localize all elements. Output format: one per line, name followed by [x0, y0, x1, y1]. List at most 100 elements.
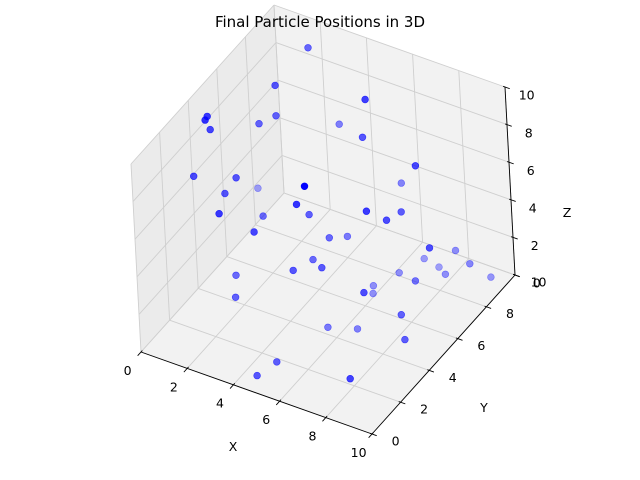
grid-line-z-left — [134, 79, 279, 240]
grid-line-z-left — [136, 117, 281, 278]
data-point — [253, 371, 261, 380]
data-point — [255, 119, 263, 128]
grid-line-y-floor — [169, 319, 401, 403]
z-axis-label: Z — [563, 205, 572, 220]
z-tick-label: 4 — [529, 200, 537, 215]
grid-line-z-back — [273, 4, 506, 88]
grid-line-z-back — [277, 79, 510, 163]
axis-panes — [131, 5, 515, 434]
data-point — [358, 133, 367, 142]
x-tick-mark — [137, 350, 143, 357]
data-point — [232, 271, 240, 279]
back-pane — [274, 5, 515, 275]
z-tick-mark — [504, 123, 512, 127]
z-tick-label: 2 — [531, 238, 539, 253]
data-point — [435, 263, 443, 271]
grid-line-y-floor — [226, 256, 458, 340]
data-point — [250, 228, 258, 236]
grid-line-y-floor — [198, 287, 430, 371]
data-point — [325, 234, 333, 242]
data-point — [397, 208, 405, 216]
data-point — [300, 182, 309, 191]
grid-line-x-floor — [233, 225, 377, 386]
grid-line-z-left — [130, 4, 275, 165]
grid-line-x-back — [458, 70, 470, 259]
data-point — [343, 232, 352, 241]
x-tick-mark — [368, 432, 374, 439]
data-point — [382, 216, 391, 224]
z-tick-mark — [508, 198, 516, 202]
grid-line-y-left — [159, 132, 171, 321]
data-point — [201, 116, 209, 124]
z-axis-line — [504, 86, 516, 276]
y-tick-label: 4 — [449, 370, 457, 385]
x-tick-mark — [229, 383, 236, 389]
z-tick-mark — [506, 161, 514, 165]
data-point — [232, 174, 240, 182]
data-point — [305, 210, 313, 219]
y-tick-label: 0 — [392, 433, 400, 448]
data-point — [451, 246, 460, 255]
y-tick-mark — [455, 337, 463, 341]
data-point — [401, 335, 409, 344]
x-tick-label: 2 — [170, 379, 178, 394]
x-tick-label: 10 — [351, 445, 367, 460]
z-tick-mark — [512, 273, 520, 278]
grid-lines — [130, 4, 516, 435]
data-point — [292, 200, 301, 209]
data-point — [271, 81, 279, 90]
z-tick-label: 8 — [525, 125, 533, 140]
data-point — [411, 277, 420, 285]
data-point — [272, 112, 280, 120]
data-point — [346, 375, 354, 383]
grid-line-y-floor — [255, 224, 487, 308]
x-tick-mark — [275, 399, 282, 406]
data-point — [273, 358, 281, 366]
grid-line-y-left — [216, 68, 228, 257]
grid-line-z-back — [279, 117, 512, 201]
data-point — [395, 269, 403, 277]
grid-line-x-back — [319, 21, 331, 210]
data-point — [466, 260, 474, 268]
grid-line-z-left — [140, 192, 285, 353]
grid-line-y-left — [187, 100, 199, 289]
floor-pane — [141, 193, 515, 434]
grid-line-z-left — [138, 155, 283, 315]
y-axis-line — [371, 274, 516, 435]
y-axis-label: Y — [479, 400, 488, 415]
x-tick-label: 0 — [124, 363, 132, 378]
y-tick-mark — [369, 432, 377, 437]
grid-line-y-left — [273, 4, 285, 194]
data-point — [353, 325, 362, 333]
z-tick-label: 10 — [519, 88, 535, 103]
data-point — [324, 323, 332, 331]
grid-line-z-back — [281, 154, 514, 238]
x-tick-label: 6 — [262, 412, 270, 427]
data-point — [231, 293, 240, 301]
data-point — [411, 162, 420, 170]
data-point — [441, 270, 450, 278]
data-point — [425, 244, 434, 252]
tick-marks — [137, 85, 520, 439]
grid-line-z-back — [283, 192, 516, 276]
data-point — [360, 288, 368, 297]
data-point — [206, 125, 214, 134]
data-point — [289, 266, 297, 275]
x-tick-label: 4 — [216, 396, 224, 411]
y-tick-label: 6 — [477, 338, 485, 353]
data-point — [215, 210, 223, 218]
data-point — [190, 172, 198, 181]
x-tick-label: 8 — [308, 428, 316, 443]
y-tick-mark — [398, 401, 406, 405]
z-tick-mark — [502, 85, 510, 90]
data-point — [309, 255, 317, 264]
data-point — [335, 120, 343, 128]
chart-title: Final Particle Positions in 3D — [215, 13, 425, 31]
y-tick-mark — [427, 369, 435, 373]
y-tick-label: 8 — [506, 306, 514, 321]
y-tick-mark — [484, 305, 492, 309]
data-point — [221, 189, 229, 198]
